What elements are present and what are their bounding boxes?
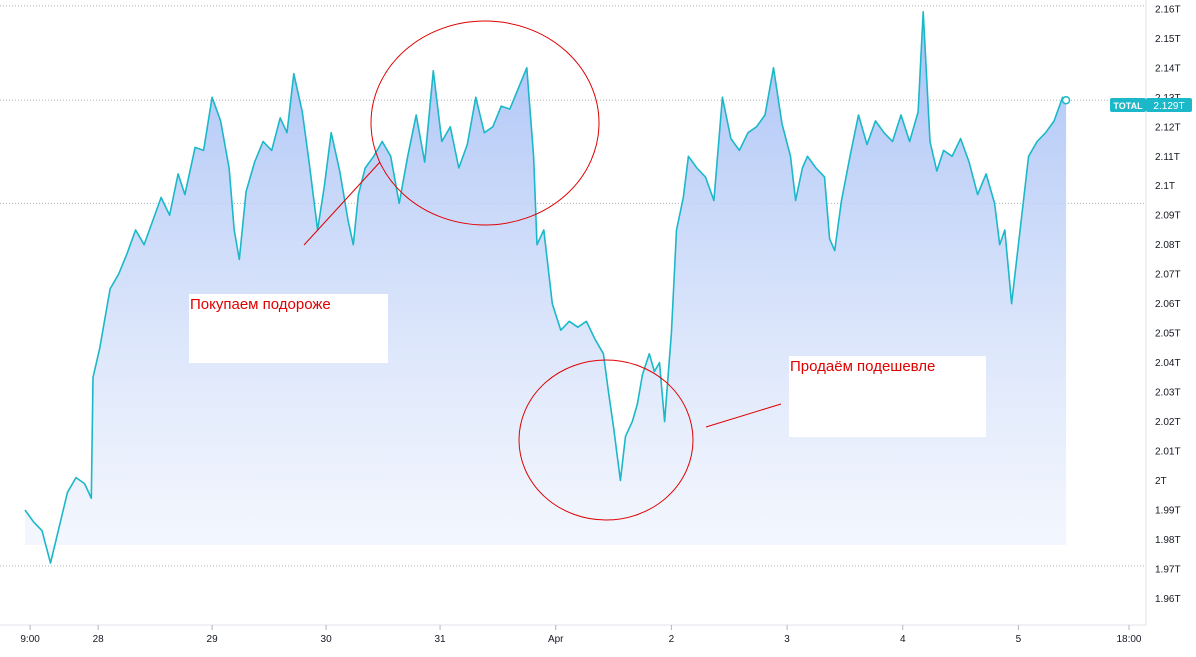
y-tick-label: 2T — [1155, 476, 1167, 487]
series-name-text: TOTAL — [1113, 101, 1143, 111]
y-tick-label: 2.02T — [1155, 417, 1181, 428]
y-tick-label: 2.1T — [1155, 181, 1175, 192]
y-tick-label: 2.14T — [1155, 63, 1181, 74]
y-tick-label: 2.09T — [1155, 211, 1181, 222]
y-tick-label: 2.08T — [1155, 240, 1181, 251]
x-tick-label: 30 — [321, 634, 333, 645]
x-tick-label: 31 — [434, 634, 446, 645]
x-tick-label: 2 — [669, 634, 675, 645]
annotation-circle-top — [370, 20, 600, 226]
annotation-buy-high: Покупаем подороже — [189, 294, 388, 363]
x-tick-label: Apr — [548, 634, 564, 645]
y-tick-label: 2.04T — [1155, 358, 1181, 369]
series-line — [24, 11, 1067, 564]
y-tick-label: 2.07T — [1155, 270, 1181, 281]
last-value-point — [1061, 95, 1071, 105]
x-tick-label: 29 — [207, 634, 219, 645]
series-area-fill — [25, 11, 1067, 564]
y-tick-label: 2.03T — [1155, 388, 1181, 399]
x-tick-label: 4 — [900, 634, 906, 645]
annotation-arrow-bottom — [705, 403, 782, 428]
series-name-label: TOTAL — [1110, 98, 1146, 112]
x-tick-label: 18:00 — [1116, 634, 1141, 645]
annotation-sell-low: Продаём подешевле — [789, 356, 986, 437]
y-tick-label: 1.97T — [1155, 564, 1181, 575]
y-tick-label: 2.01T — [1155, 447, 1181, 458]
y-tick-label: 1.99T — [1155, 506, 1181, 517]
annotation-arrow-top — [303, 161, 381, 246]
annotation-sell-low-text: Продаём подешевле — [790, 358, 936, 375]
y-tick-label: 2.06T — [1155, 299, 1181, 310]
annotation-buy-high-text: Покупаем подороже — [190, 296, 331, 313]
y-tick-label: 2.15T — [1155, 34, 1181, 45]
y-tick-label: 2.12T — [1155, 122, 1181, 133]
x-tick-label: 28 — [93, 634, 105, 645]
last-value-label: 2.129T — [1146, 98, 1192, 112]
y-tick-label: 1.96T — [1155, 594, 1181, 605]
y-tick-label: 2.16T — [1155, 4, 1181, 15]
y-tick-label: 2.11T — [1155, 152, 1180, 163]
y-tick-label: 2.05T — [1155, 329, 1181, 340]
last-value-text: 2.129T — [1153, 101, 1184, 112]
x-tick-label: 5 — [1016, 634, 1022, 645]
x-tick-label: 3 — [784, 634, 790, 645]
annotation-circle-bottom — [518, 359, 694, 521]
y-tick-label: 1.98T — [1155, 535, 1181, 546]
x-tick-label: 9:00 — [20, 634, 40, 645]
